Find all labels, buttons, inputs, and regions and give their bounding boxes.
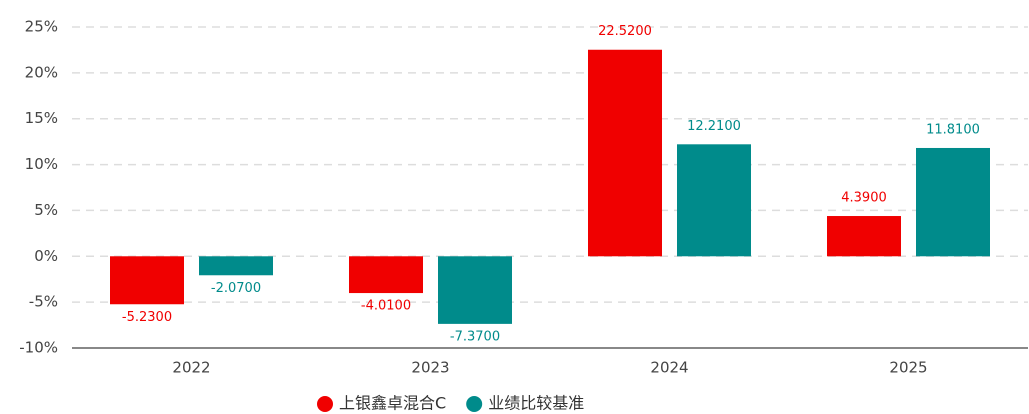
bar [677,144,751,257]
legend-marker [317,396,333,412]
y-tick-label: 0% [34,247,58,265]
legend-label: 业绩比较基准 [488,394,584,413]
bar [827,216,901,257]
y-tick-label: 15% [25,109,58,127]
data-label: -4.0100 [361,299,411,314]
bar [349,256,423,294]
x-tick-label: 2024 [650,359,688,377]
data-label: -5.2300 [122,310,172,325]
y-tick-label: 25% [25,18,58,36]
bar [588,49,662,257]
data-label: 22.5200 [598,24,652,39]
data-label: -2.0700 [211,281,261,296]
y-tick-label: 10% [25,155,58,173]
bar [438,256,512,324]
data-label: 11.8100 [926,122,980,137]
y-tick-label: -5% [29,293,58,311]
data-label: 4.3900 [841,191,887,206]
bar [199,256,273,276]
legend-marker [466,396,483,412]
x-tick-label: 2023 [411,359,449,377]
bar [916,147,990,257]
legend-label: 上银鑫卓混合C [339,394,446,413]
data-label: 12.2100 [687,119,741,134]
y-tick-label: 20% [25,63,58,81]
x-tick-label: 2025 [889,359,927,377]
y-tick-label: 5% [34,201,58,219]
bar [110,256,184,305]
data-label: -7.3700 [450,329,500,344]
y-tick-label: -10% [19,339,58,357]
x-tick-label: 2022 [172,359,210,377]
